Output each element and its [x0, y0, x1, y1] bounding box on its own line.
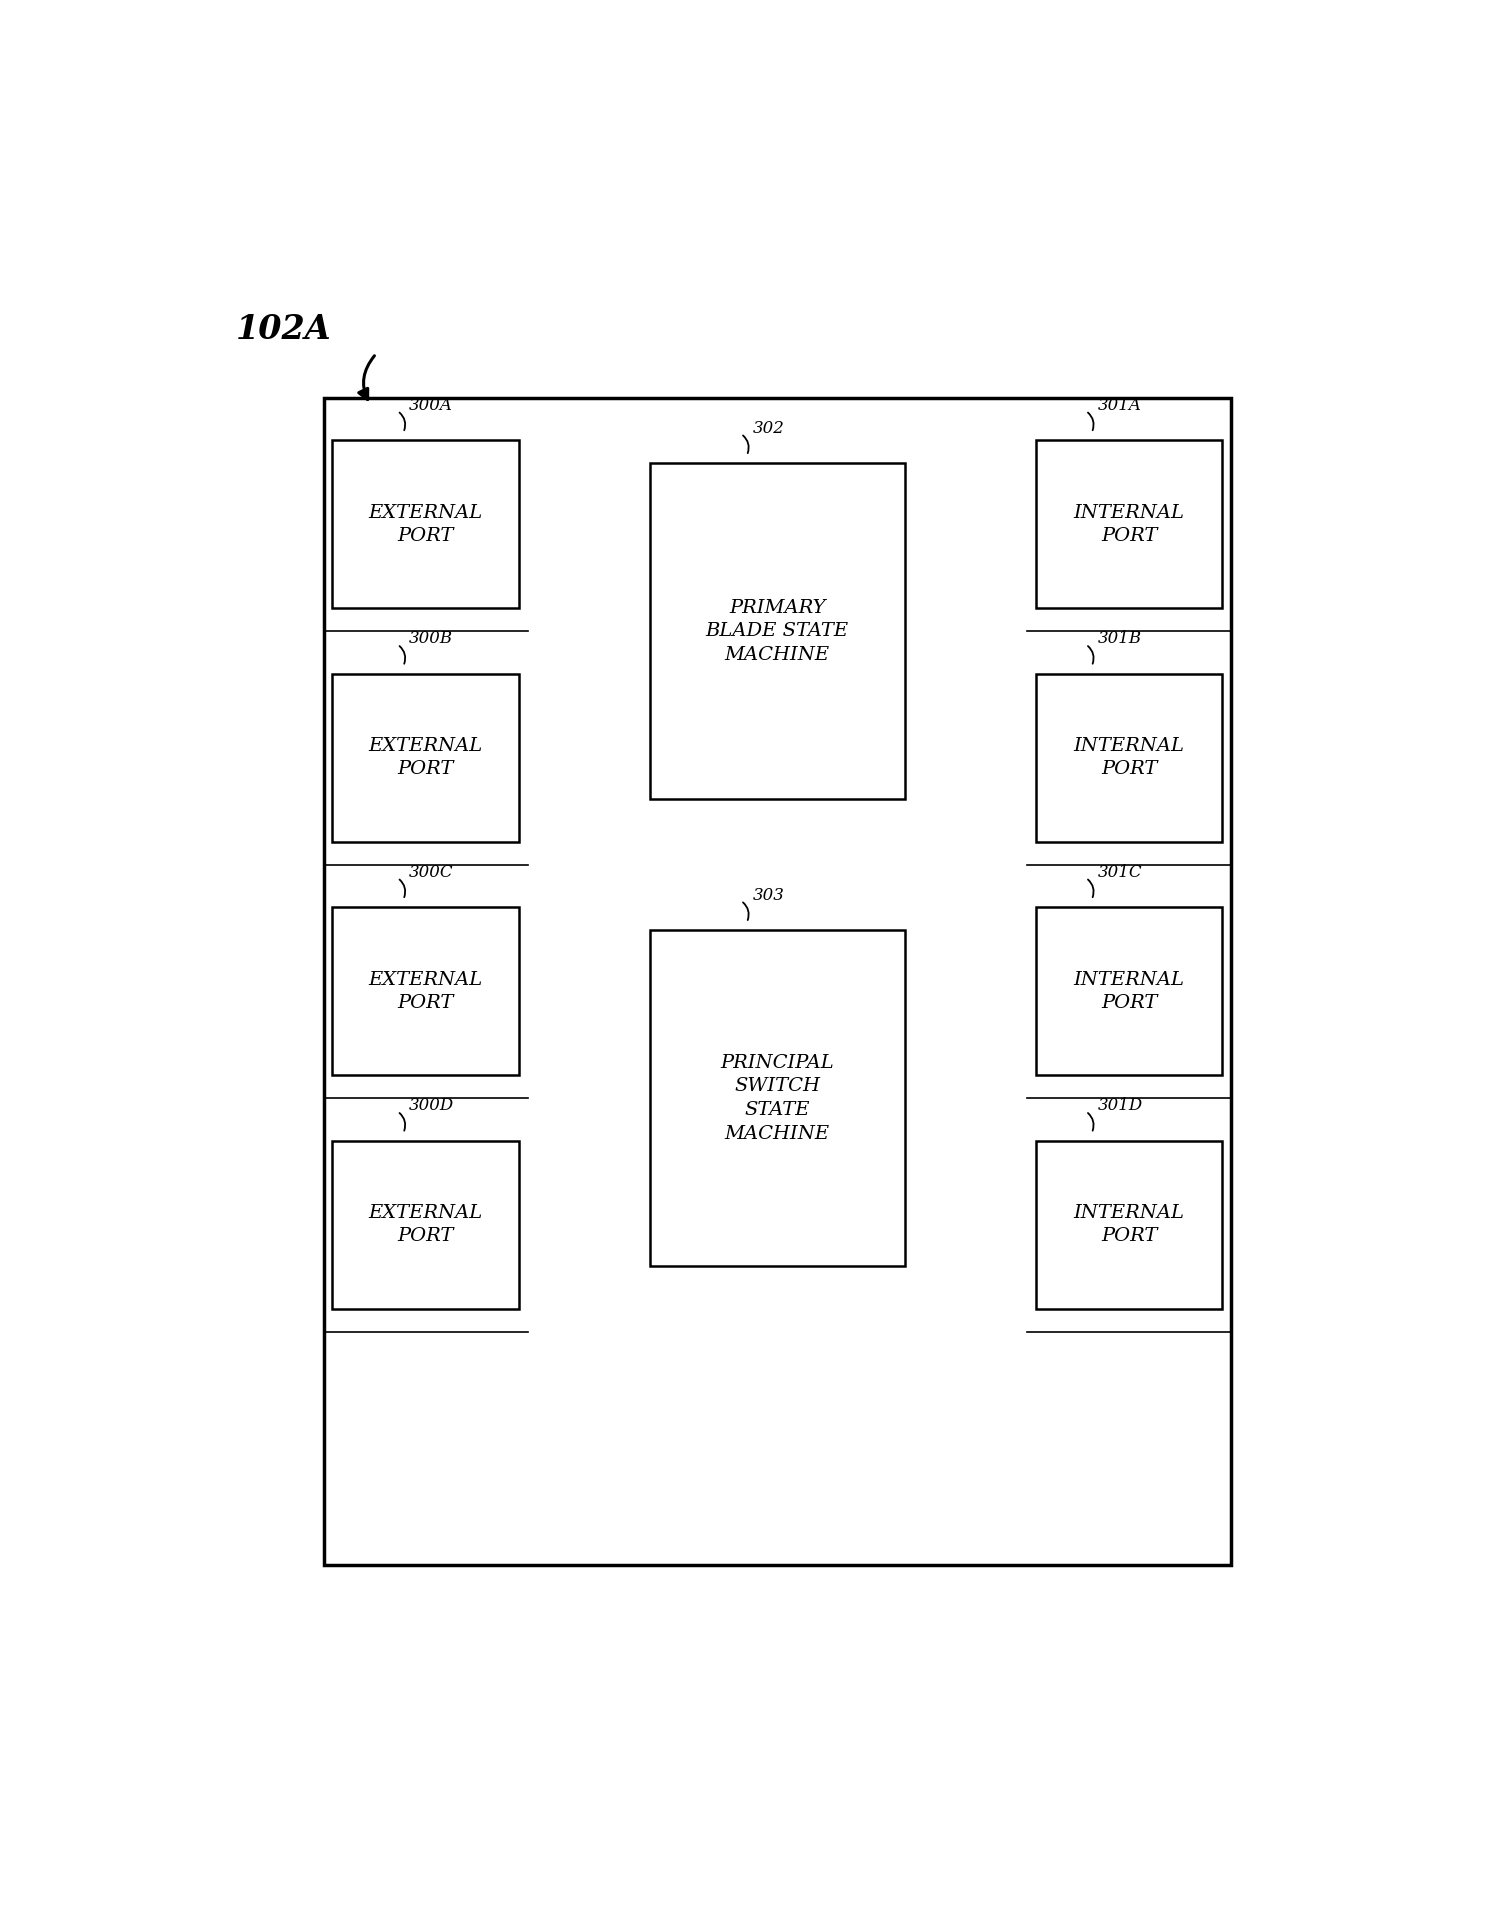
Bar [332, 673, 518, 841]
Bar [1035, 673, 1222, 841]
Text: PRIMARY
BLADE STATE
MACHINE: PRIMARY BLADE STATE MACHINE [706, 599, 849, 664]
Bar [1035, 908, 1222, 1076]
Text: 300B: 300B [409, 629, 453, 646]
Text: 301D: 301D [1097, 1097, 1142, 1114]
Text: 300A: 300A [409, 397, 453, 414]
Text: 302: 302 [752, 420, 784, 437]
Text: 300D: 300D [409, 1097, 455, 1114]
Text: 300C: 300C [409, 864, 453, 881]
Text: 301A: 301A [1097, 397, 1141, 414]
Bar [1035, 1140, 1222, 1308]
Bar [323, 399, 1231, 1566]
Text: 301C: 301C [1097, 864, 1142, 881]
Text: 303: 303 [752, 887, 784, 904]
Text: EXTERNAL
PORT: EXTERNAL PORT [369, 738, 484, 778]
Text: INTERNAL
PORT: INTERNAL PORT [1073, 1203, 1185, 1245]
Bar [650, 463, 905, 799]
Text: 301B: 301B [1097, 629, 1142, 646]
Bar [332, 441, 518, 608]
Text: INTERNAL
PORT: INTERNAL PORT [1073, 971, 1185, 1011]
Text: INTERNAL
PORT: INTERNAL PORT [1073, 503, 1185, 545]
Text: 102A: 102A [236, 313, 331, 347]
Bar [332, 1140, 518, 1308]
Bar [332, 908, 518, 1076]
Text: PRINCIPAL
SWITCH
STATE
MACHINE: PRINCIPAL SWITCH STATE MACHINE [721, 1055, 834, 1142]
Bar [1035, 441, 1222, 608]
Text: EXTERNAL
PORT: EXTERNAL PORT [369, 971, 484, 1011]
Text: EXTERNAL
PORT: EXTERNAL PORT [369, 503, 484, 545]
Bar [650, 931, 905, 1266]
Text: EXTERNAL
PORT: EXTERNAL PORT [369, 1203, 484, 1245]
Text: INTERNAL
PORT: INTERNAL PORT [1073, 738, 1185, 778]
